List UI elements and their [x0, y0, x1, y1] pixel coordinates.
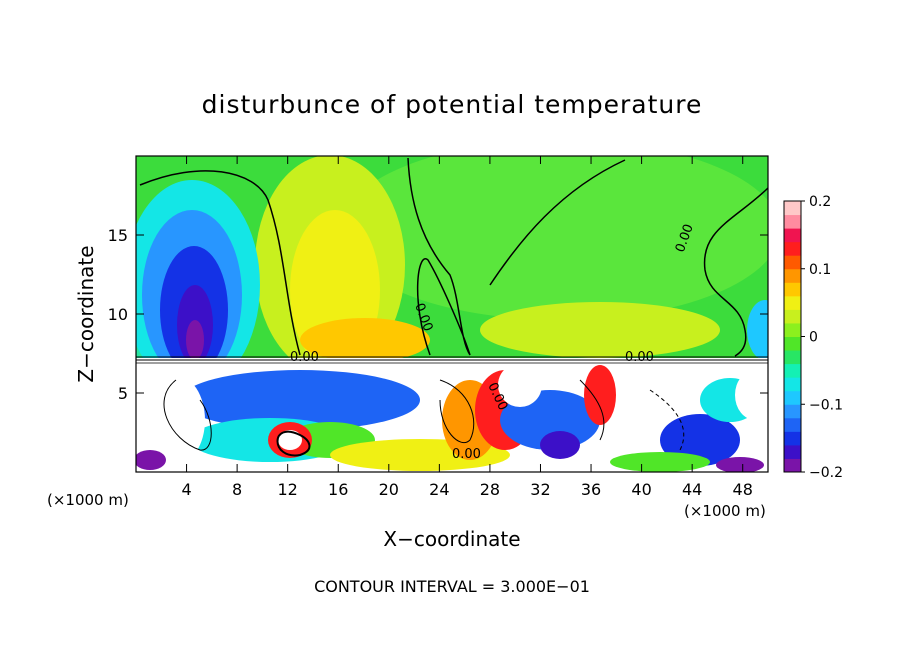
x-axis: 4 8 12 16 20 24 28 32 36 40 44 48 [181, 156, 753, 499]
x-tick-label: 32 [530, 480, 550, 499]
contour-line-lower-3 [439, 379, 475, 443]
y-tick-label: 15 [108, 226, 128, 245]
colorbar-tick-label: 0.1 [809, 262, 831, 278]
colorbar-swatch [784, 201, 801, 216]
x-tick-label: 8 [232, 480, 242, 499]
colorbar-swatch [784, 431, 801, 446]
colorbar-swatch [784, 417, 801, 432]
contour-line-center [407, 157, 471, 356]
contour-label-3: 0.00 [452, 447, 481, 462]
y-axis-label: Z−coordinate [74, 245, 98, 382]
contour-line-right [703, 187, 768, 357]
colorbar-tick-label: −0.1 [809, 397, 843, 413]
colorbar-swatch [784, 336, 801, 351]
colorbar-tick-label: 0 [809, 330, 818, 346]
colorbar-swatch [784, 241, 801, 256]
lower-white-right [600, 365, 680, 455]
colorbar-swatch [784, 458, 801, 473]
contour-line-lower-4 [579, 379, 605, 441]
upper-field [136, 156, 768, 390]
x-tick-label: 24 [429, 480, 449, 499]
lower-green-right [610, 452, 710, 472]
contour-line-lower-2 [163, 379, 212, 451]
lower-white-left [278, 430, 302, 450]
colorbar [784, 201, 801, 473]
contour-lines [136, 157, 768, 457]
colorbar-swatch [784, 295, 801, 310]
colorbar-swatch [784, 363, 801, 378]
x-tick-label: 28 [480, 480, 500, 499]
x-tick-label: 36 [581, 480, 601, 499]
lower-white-mid [498, 363, 542, 407]
colorbar-swatch [784, 444, 801, 459]
lower-white-edge [145, 375, 205, 465]
y-axis: 5 10 15 [108, 226, 768, 403]
field-patch-right-edge [747, 300, 768, 360]
colorbar-swatch [784, 377, 801, 392]
colorbar-tick-label: 0.2 [809, 194, 831, 210]
x-tick-label: 40 [631, 480, 651, 499]
purple-core [186, 320, 204, 360]
x-axis-label: X−coordinate [383, 527, 520, 551]
colorbar-tick-label: −0.2 [809, 465, 843, 481]
colorbar-swatch [784, 390, 801, 405]
x-tick-label: 4 [181, 480, 191, 499]
colorbar-swatch [784, 228, 801, 243]
x-tick-label: 48 [733, 480, 753, 499]
lower-blue-left [180, 370, 420, 430]
contour-line-lower-1 [276, 430, 311, 457]
colorbar-ticks: 0.2 0.1 0 −0.1 −0.2 [801, 194, 843, 481]
contour-line-lower-5 [649, 389, 685, 451]
lower-field [136, 358, 768, 472]
y-tick-label: 5 [118, 384, 128, 403]
lower-purple-right [716, 457, 764, 472]
lower-purple-edge [136, 450, 166, 470]
colorbar-swatch [784, 404, 801, 419]
contour-label-2: 0.00 [625, 350, 654, 365]
contour-interval-note: CONTOUR INTERVAL = 3.000E−01 [314, 577, 590, 596]
lower-purple-mid [540, 431, 580, 459]
lower-red-right [584, 365, 616, 425]
field-patch-orange [300, 318, 430, 362]
field-patch-green-light [340, 156, 768, 320]
y-tick-label: 10 [108, 305, 128, 324]
contour-line-v [489, 159, 626, 286]
x-tick-label: 12 [278, 480, 298, 499]
colorbar-swatch [784, 214, 801, 229]
chart-title: disturbunce of potential temperature [202, 90, 703, 119]
colorbar-swatch [784, 255, 801, 270]
plot-area: 0.00 0.00 0.00 0.00 0.00 0.00 [136, 156, 768, 472]
colorbar-swatch [784, 350, 801, 365]
x-tick-label: 44 [682, 480, 702, 499]
colorbar-swatch [784, 309, 801, 324]
x-tick-label: 16 [328, 480, 348, 499]
colorbar-swatch [784, 322, 801, 337]
contour-label-1: 0.00 [290, 350, 319, 365]
colorbar-swatch [784, 282, 801, 297]
field-patch-yellow-right [480, 302, 720, 358]
colorbar-swatch [784, 268, 801, 283]
contour-line-left [139, 170, 301, 356]
lower-white-far-right [735, 370, 768, 420]
x-tick-label: 20 [379, 480, 399, 499]
x-unit-label: (×1000 m) [684, 502, 766, 520]
y-unit-label: (×1000 m) [47, 491, 129, 509]
